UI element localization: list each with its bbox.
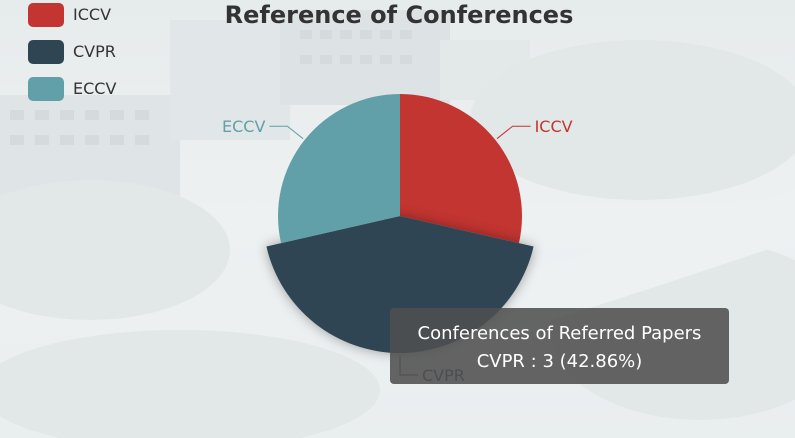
legend-swatch [28, 39, 64, 64]
pie-slice-iccv[interactable] [400, 94, 523, 244]
pie-slice-eccv[interactable] [278, 94, 400, 244]
tooltip-series-name: Conferences of Referred Papers [417, 323, 702, 344]
label-line-eccv [269, 125, 304, 140]
label-line-iccv [496, 125, 531, 140]
slice-label-eccv: ECCV [222, 117, 265, 136]
legend-swatch [28, 76, 64, 101]
slice-label-iccv: ICCV [535, 117, 573, 136]
legend: ICCV CVPR ECCV [28, 2, 116, 113]
legend-item-eccv[interactable]: ECCV [28, 76, 116, 101]
legend-item-iccv[interactable]: ICCV [28, 2, 116, 27]
legend-swatch [28, 2, 64, 27]
tooltip-value: CVPR : 3 (42.86%) [476, 351, 643, 372]
tooltip: Conferences of Referred Papers CVPR : 3 … [390, 308, 729, 384]
legend-label: ICCV [73, 5, 112, 24]
legend-label: CVPR [73, 42, 116, 61]
legend-label: ECCV [73, 79, 117, 98]
legend-item-cvpr[interactable]: CVPR [28, 39, 116, 64]
